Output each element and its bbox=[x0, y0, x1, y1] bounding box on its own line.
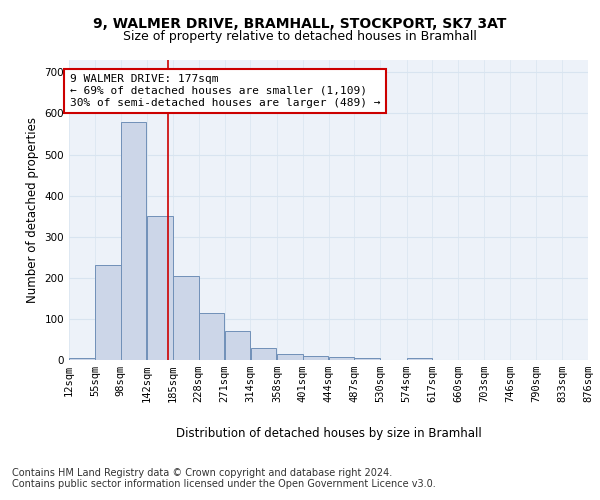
Text: Distribution of detached houses by size in Bramhall: Distribution of detached houses by size … bbox=[176, 428, 482, 440]
Bar bbox=[355, 358, 380, 360]
Bar bbox=[147, 216, 173, 360]
Text: 9 WALMER DRIVE: 177sqm
← 69% of detached houses are smaller (1,109)
30% of semi-: 9 WALMER DRIVE: 177sqm ← 69% of detached… bbox=[70, 74, 380, 108]
Text: Contains HM Land Registry data © Crown copyright and database right 2024.
Contai: Contains HM Land Registry data © Crown c… bbox=[12, 468, 436, 489]
Bar bbox=[277, 354, 302, 360]
Text: Size of property relative to detached houses in Bramhall: Size of property relative to detached ho… bbox=[123, 30, 477, 43]
Bar bbox=[329, 356, 354, 360]
Bar bbox=[199, 312, 224, 360]
Bar bbox=[121, 122, 146, 360]
Bar bbox=[407, 358, 432, 360]
Bar bbox=[251, 348, 276, 360]
Bar bbox=[95, 264, 121, 360]
Bar bbox=[225, 331, 250, 360]
Bar bbox=[69, 358, 95, 360]
Bar bbox=[173, 276, 199, 360]
Bar bbox=[303, 356, 328, 360]
Text: 9, WALMER DRIVE, BRAMHALL, STOCKPORT, SK7 3AT: 9, WALMER DRIVE, BRAMHALL, STOCKPORT, SK… bbox=[94, 18, 506, 32]
Y-axis label: Number of detached properties: Number of detached properties bbox=[26, 117, 39, 303]
